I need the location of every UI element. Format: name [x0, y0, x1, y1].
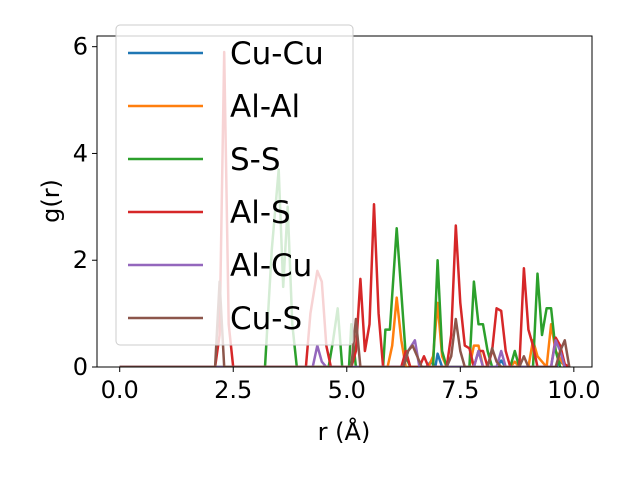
x-axis: 0.0 2.5 5.0 7.5 10.0	[101, 367, 601, 404]
x-tick-label: 0.0	[101, 376, 139, 404]
legend-box	[115, 24, 354, 346]
x-tick-label: 10.0	[547, 376, 600, 404]
x-tick-label: 7.5	[441, 376, 479, 404]
x-tick-label: 5.0	[328, 376, 366, 404]
y-axis-label: g(r)	[37, 179, 65, 223]
legend: Cu-Cu Al-Al S-S Al-S Al-Cu Cu-S	[115, 24, 354, 346]
legend-label-s-s: S-S	[230, 142, 281, 178]
y-tick-label: 6	[73, 33, 88, 61]
series-line-al-cu	[119, 339, 567, 367]
legend-label-cu-s: Cu-S	[230, 301, 302, 337]
y-tick-label: 2	[73, 246, 88, 274]
legend-label-al-cu: Al-Cu	[230, 248, 312, 284]
x-tick-label: 2.5	[214, 376, 252, 404]
legend-label-al-al: Al-Al	[230, 89, 300, 125]
y-tick-label: 4	[73, 139, 88, 167]
series-line-cu-s	[119, 280, 571, 367]
legend-label-cu-cu: Cu-Cu	[230, 36, 324, 72]
y-tick-label: 0	[73, 353, 88, 381]
y-axis: 0 2 4 6	[73, 33, 97, 381]
series-line-al-al	[119, 296, 566, 367]
x-axis-label: r (Å)	[318, 417, 371, 446]
legend-label-al-s: Al-S	[230, 195, 291, 231]
